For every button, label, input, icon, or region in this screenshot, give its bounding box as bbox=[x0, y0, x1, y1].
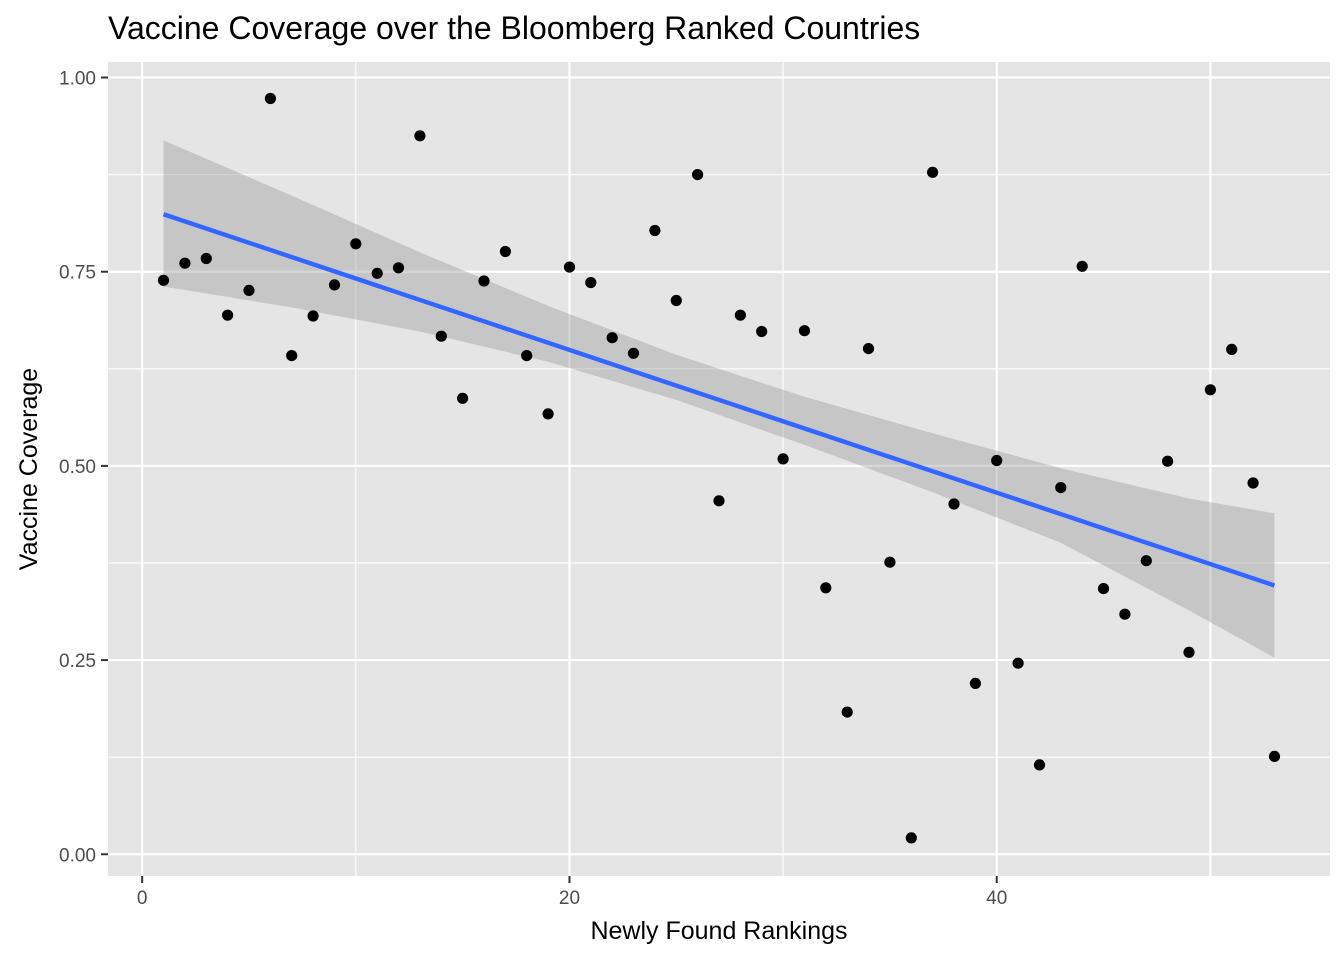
data-point bbox=[435, 330, 447, 342]
data-point bbox=[1226, 343, 1238, 355]
data-point bbox=[328, 279, 341, 291]
data-point bbox=[1012, 657, 1024, 669]
data-point bbox=[1247, 477, 1259, 489]
data-point bbox=[392, 262, 405, 274]
data-point bbox=[884, 556, 896, 568]
data-point bbox=[414, 130, 426, 142]
data-point bbox=[1183, 646, 1195, 658]
data-point bbox=[264, 92, 276, 105]
data-point bbox=[649, 224, 661, 237]
data-point bbox=[798, 325, 811, 337]
x-tick-label: 0 bbox=[137, 888, 148, 909]
trend-line-layer bbox=[162, 212, 1276, 588]
data-point bbox=[457, 392, 469, 404]
y-tick-label: 0.75 bbox=[59, 263, 96, 284]
y-axis: 0.00 0.25 0.50 0.75 1.00 bbox=[59, 69, 108, 866]
data-point bbox=[1055, 482, 1067, 494]
data-point bbox=[1033, 759, 1046, 771]
points-layer bbox=[157, 92, 1281, 844]
data-point bbox=[905, 832, 917, 844]
y-axis-label: Vaccine Coverage bbox=[15, 368, 43, 570]
data-point bbox=[307, 310, 319, 322]
data-point bbox=[627, 347, 640, 359]
data-point bbox=[948, 498, 960, 510]
x-tick-label: 20 bbox=[559, 888, 580, 909]
data-point bbox=[820, 582, 832, 594]
y-tick-label: 0.00 bbox=[59, 845, 96, 866]
data-point bbox=[1097, 583, 1110, 595]
data-point bbox=[521, 350, 533, 362]
x-tick-label: 40 bbox=[986, 888, 1007, 909]
data-point bbox=[991, 454, 1003, 467]
data-point bbox=[734, 309, 747, 321]
data-point bbox=[756, 325, 768, 338]
x-axis: 0 20 40 bbox=[137, 876, 1007, 909]
data-point bbox=[927, 166, 939, 178]
data-point bbox=[499, 245, 511, 258]
data-point bbox=[563, 261, 576, 273]
data-point bbox=[478, 275, 490, 287]
y-tick-label: 0.50 bbox=[59, 457, 96, 478]
data-point bbox=[969, 677, 982, 690]
data-point bbox=[1140, 555, 1152, 567]
y-tick-label: 1.00 bbox=[59, 69, 96, 90]
data-point bbox=[713, 495, 725, 507]
data-point bbox=[670, 294, 682, 307]
data-point bbox=[841, 706, 853, 718]
data-point bbox=[157, 274, 170, 286]
y-tick-label: 0.25 bbox=[59, 651, 96, 672]
data-point bbox=[286, 350, 298, 362]
data-point bbox=[200, 252, 212, 265]
data-point bbox=[179, 257, 191, 269]
plot-panel bbox=[108, 62, 1330, 876]
data-point bbox=[371, 267, 383, 279]
data-point bbox=[1076, 260, 1088, 272]
grid-major bbox=[108, 62, 1330, 876]
data-point bbox=[1162, 455, 1174, 467]
x-axis-label: Newly Found Rankings bbox=[590, 917, 847, 945]
data-point bbox=[1204, 384, 1216, 396]
data-point bbox=[862, 343, 875, 355]
trend-line bbox=[162, 212, 1276, 588]
data-point bbox=[777, 453, 789, 465]
data-point bbox=[606, 332, 618, 344]
data-point bbox=[692, 169, 704, 181]
data-point bbox=[542, 408, 554, 420]
data-point bbox=[585, 277, 597, 289]
chart-title: Vaccine Coverage over the Bloomberg Rank… bbox=[108, 10, 920, 46]
data-point bbox=[222, 309, 234, 321]
data-point bbox=[1268, 750, 1281, 763]
data-point bbox=[243, 284, 255, 296]
data-point bbox=[350, 238, 362, 250]
data-point bbox=[1119, 608, 1131, 620]
